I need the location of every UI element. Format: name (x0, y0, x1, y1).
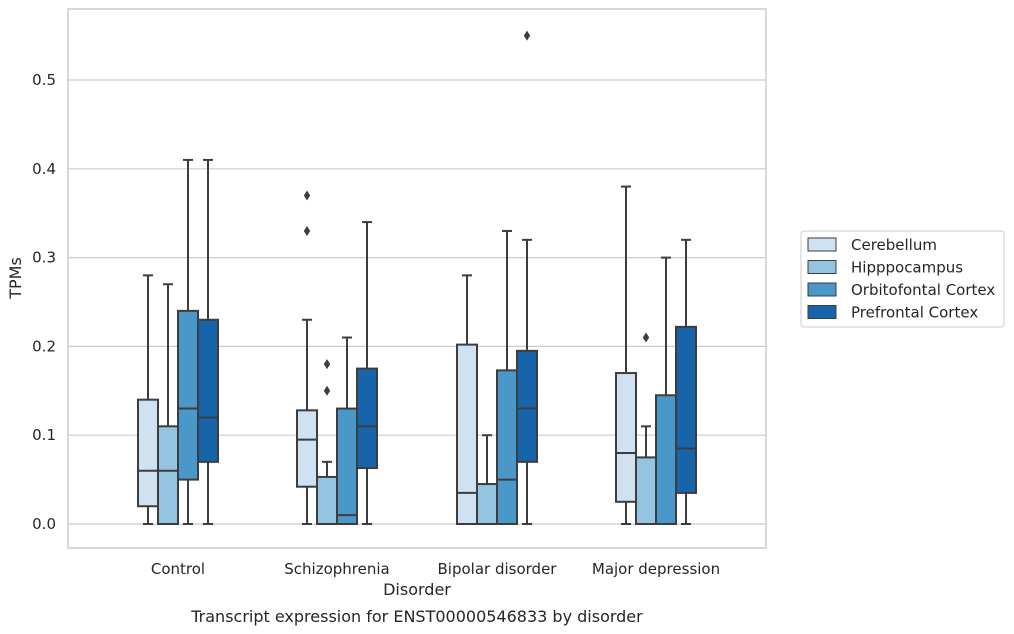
legend-label: Orbitofontal Cortex (851, 281, 995, 299)
box-orbitofontal-cortex (336, 336, 358, 525)
legend-swatch (807, 305, 837, 319)
box-orbitofontal-cortex (655, 256, 677, 525)
y-tick-label: 0.5 (32, 71, 56, 89)
iqr-box (476, 483, 498, 526)
iqr-box (177, 309, 199, 481)
box-orbitofontal-cortex (177, 158, 199, 525)
iqr-box (635, 456, 657, 525)
plot-frame (67, 8, 767, 549)
legend-label: Cerebellum (851, 236, 937, 254)
legend-items: Cerebellum Hipppocampus Orbitofontal Corte… (807, 236, 995, 322)
legend-swatch (807, 260, 837, 274)
box-hipppocampus (635, 332, 657, 525)
box-cerebellum (137, 274, 159, 525)
y-tick-label: 0.3 (32, 249, 56, 267)
box-cerebellum (296, 190, 318, 525)
box-cerebellum (456, 274, 478, 525)
iqr-box (296, 409, 318, 488)
box-hipppocampus (157, 283, 179, 526)
iqr-box (316, 475, 338, 526)
iqr-box (456, 343, 478, 525)
legend-frame (800, 230, 1005, 328)
x-axis-label: Disorder (383, 580, 451, 599)
outlier-marker (523, 30, 531, 41)
x-tick-label: Bipolar disorder (438, 560, 558, 578)
x-tick-labels: Control Schizophrenia Bipolar disorder Majo… (151, 560, 720, 578)
outlier-marker (323, 385, 331, 396)
box-orbitofontal-cortex (496, 229, 518, 525)
box-cerebellum (615, 185, 637, 525)
box-hipppocampus (316, 359, 338, 526)
x-tick-label: Schizophrenia (284, 560, 389, 578)
outlier-marker (303, 190, 311, 201)
box-prefrontal-cortex (197, 158, 219, 525)
iqr-box (356, 367, 378, 470)
iqr-box (496, 369, 518, 525)
iqr-box (615, 372, 637, 503)
iqr-box (336, 407, 358, 525)
outlier-marker (323, 359, 331, 370)
y-tick-label: 0.1 (32, 426, 56, 444)
x-tick-label: Major depression (592, 560, 720, 578)
iqr-box (197, 318, 219, 463)
y-tick-label: 0.2 (32, 337, 56, 355)
outlier-marker (303, 225, 311, 236)
boxes-layer (137, 30, 697, 526)
legend-label: Prefrontal Cortex (851, 304, 978, 322)
box-hipppocampus (476, 434, 498, 526)
legend-swatch (807, 237, 837, 252)
chart-caption: Transcript expression for ENST0000054683… (190, 607, 643, 626)
iqr-box (655, 394, 677, 525)
outlier-marker (642, 332, 650, 343)
iqr-box (137, 398, 159, 508)
legend-label: Hipppocampus (851, 259, 963, 277)
y-tick-label: 0.4 (32, 160, 56, 178)
box-prefrontal-cortex (356, 221, 378, 525)
iqr-box (157, 425, 179, 526)
y-axis-label: TPMs (6, 257, 25, 300)
legend: Cerebellum Hipppocampus Orbitofontal Corte… (800, 230, 1005, 328)
box-prefrontal-cortex (516, 30, 538, 525)
iqr-box (675, 325, 697, 494)
y-tick-labels: 0.0 0.1 0.2 0.3 0.4 0.5 (32, 71, 56, 533)
box-prefrontal-cortex (675, 238, 697, 525)
iqr-box (516, 349, 538, 463)
y-tick-label: 0.0 (32, 515, 56, 533)
legend-swatch (807, 282, 837, 297)
x-tick-label: Control (151, 560, 205, 578)
